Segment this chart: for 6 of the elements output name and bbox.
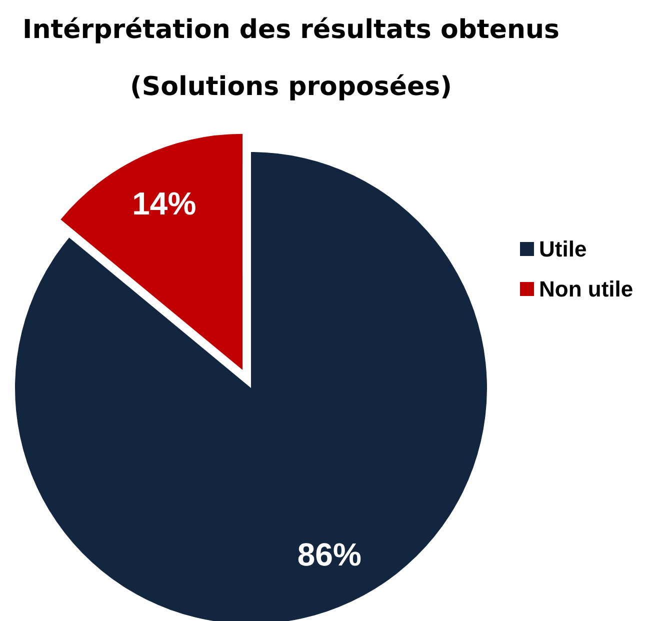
data-label: 14% — [132, 185, 196, 222]
legend-label: Utile — [539, 236, 587, 262]
data-label: 86% — [297, 536, 362, 573]
chart-subtitle: (Solutions proposées) — [130, 72, 452, 102]
chart-title: Intérprétation des résultats obtenus — [22, 15, 560, 45]
legend-label: Non utile — [539, 276, 634, 302]
